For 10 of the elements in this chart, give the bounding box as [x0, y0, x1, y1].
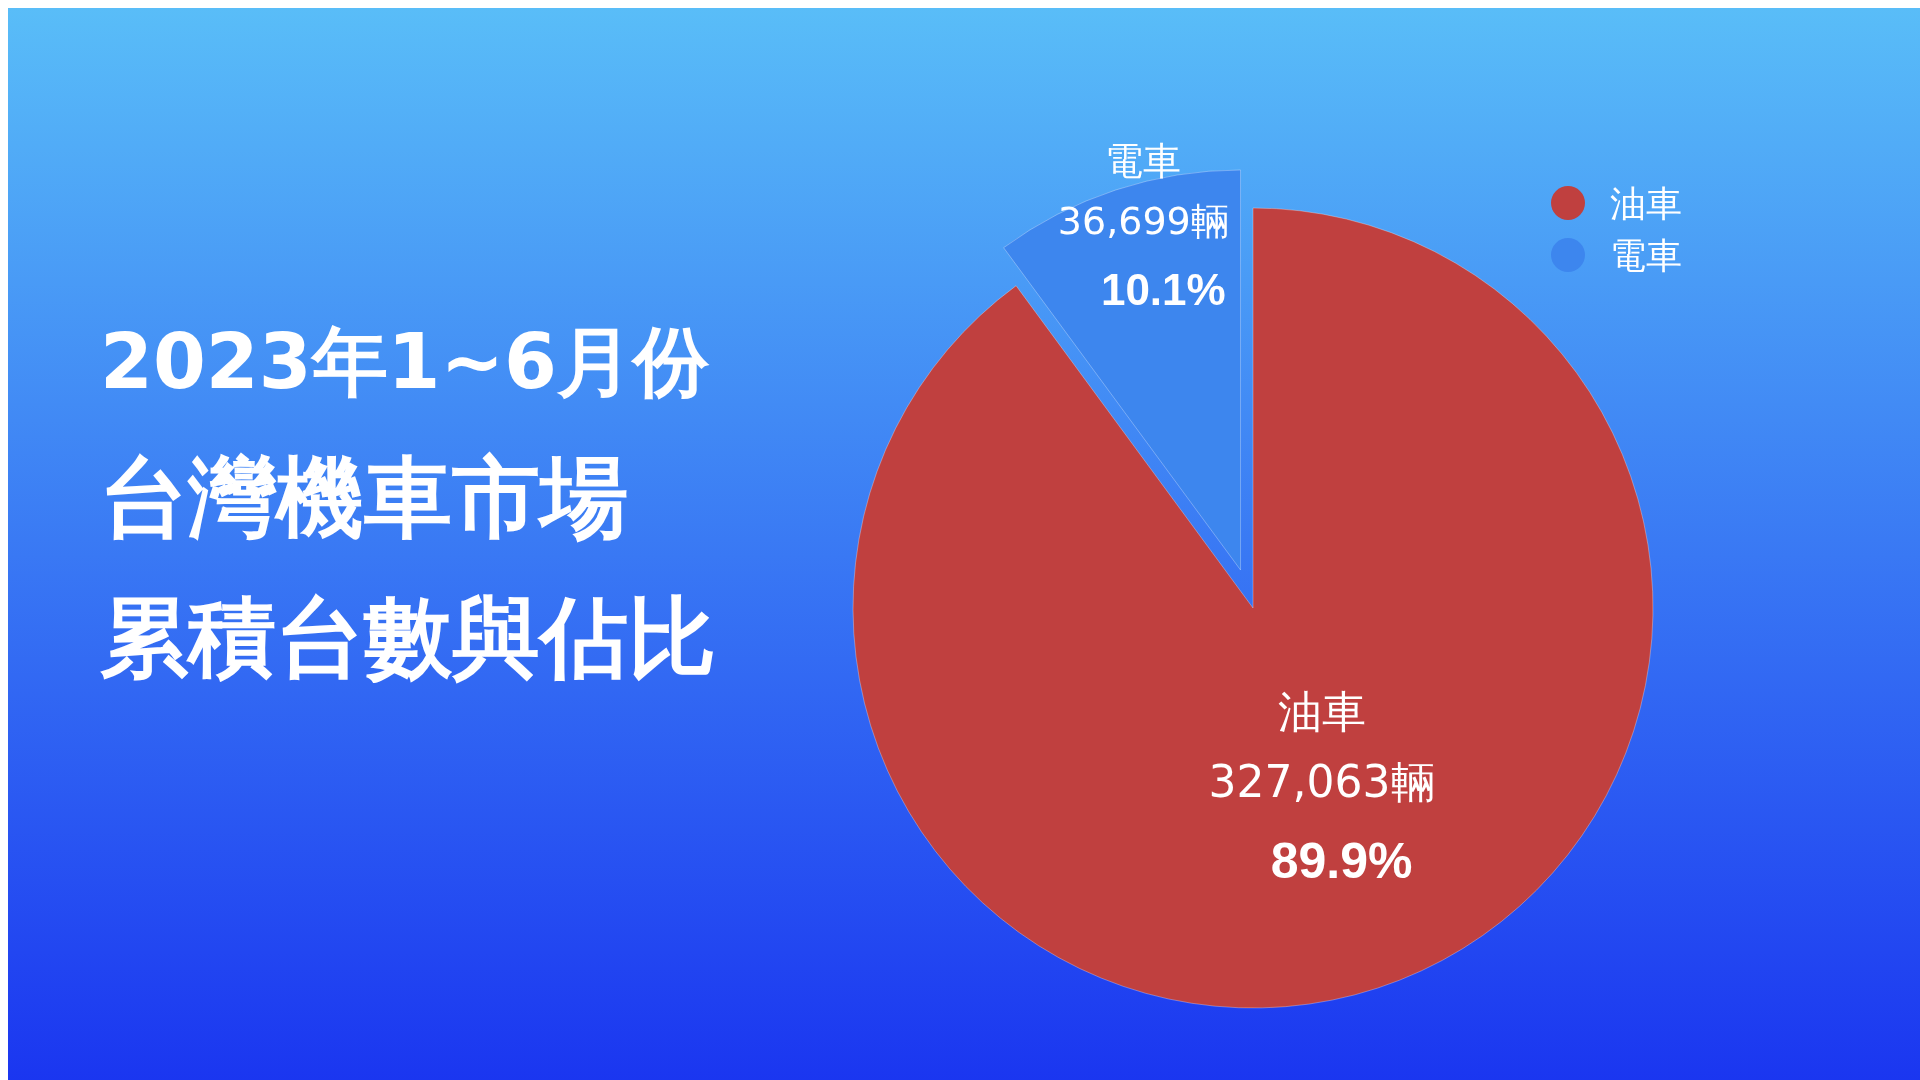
data-label: 327,063輛: [1208, 756, 1435, 808]
slice-label: 電車: [1105, 138, 1182, 183]
legend-label: 電車: [1610, 235, 1682, 276]
text: 台灣機車市場累積台數與佔比: [100, 446, 716, 689]
text: 10.1%: [1100, 265, 1226, 315]
text: 2023年1~6月份: [100, 317, 710, 406]
slice-label: 油車: [1277, 686, 1366, 738]
data-label: 36,699輛: [1057, 199, 1229, 244]
slice-label: 油車: [1610, 183, 1682, 224]
text: 89.9%: [1270, 832, 1413, 889]
